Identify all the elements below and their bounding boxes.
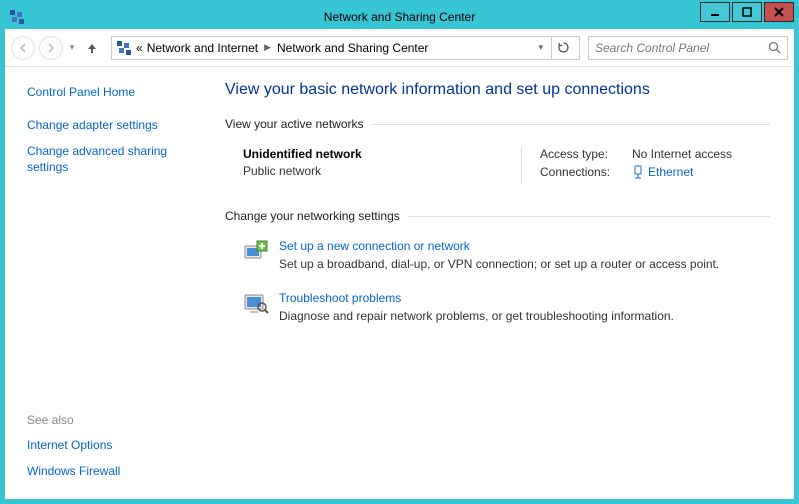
page-title: View your basic network information and … xyxy=(225,81,770,99)
maximize-button[interactable] xyxy=(732,2,762,22)
see-also-heading: See also xyxy=(27,413,205,427)
window-frame: Network and Sharing Center ▾ « xyxy=(0,0,799,504)
search-icon xyxy=(768,41,781,54)
sidebar-item-adapter-settings[interactable]: Change adapter settings xyxy=(27,117,205,133)
main-panel: View your basic network information and … xyxy=(215,67,794,499)
task-desc: Diagnose and repair network problems, or… xyxy=(279,309,674,323)
sidebar: Control Panel Home Change adapter settin… xyxy=(5,67,215,499)
see-also-internet-options[interactable]: Internet Options xyxy=(27,437,205,453)
network-name: Unidentified network xyxy=(243,147,517,161)
content-body: Control Panel Home Change adapter settin… xyxy=(5,67,794,499)
refresh-button[interactable] xyxy=(551,36,575,60)
section-divider xyxy=(408,216,770,217)
forward-button[interactable] xyxy=(39,36,63,60)
task-setup-connection: Set up a new connection or network Set u… xyxy=(225,233,770,285)
client-area: ▾ « Network and Internet ▶ Network and S… xyxy=(5,29,794,499)
task-troubleshoot: Troubleshoot problems Diagnose and repai… xyxy=(225,285,770,337)
address-bar[interactable]: « Network and Internet ▶ Network and Sha… xyxy=(111,36,580,60)
address-dropdown-icon[interactable]: ▾ xyxy=(538,42,543,53)
see-also-windows-firewall[interactable]: Windows Firewall xyxy=(27,463,205,479)
titlebar[interactable]: Network and Sharing Center xyxy=(5,5,794,29)
networking-settings-heading: Change your networking settings xyxy=(225,209,770,223)
setup-connection-icon xyxy=(243,239,269,265)
location-icon xyxy=(116,40,132,56)
breadcrumb-prefix[interactable]: « xyxy=(136,41,143,55)
window-title: Network and Sharing Center xyxy=(5,10,794,24)
vertical-divider xyxy=(521,147,522,183)
network-category: Public network xyxy=(243,164,517,178)
control-panel-home-link[interactable]: Control Panel Home xyxy=(27,85,205,99)
back-button[interactable] xyxy=(11,36,35,60)
navbar: ▾ « Network and Internet ▶ Network and S… xyxy=(5,29,794,67)
network-details: Access type: No Internet access Connecti… xyxy=(540,147,770,183)
close-button[interactable] xyxy=(764,2,794,22)
sidebar-item-advanced-sharing[interactable]: Change advanced sharing settings xyxy=(27,143,205,175)
search-box[interactable] xyxy=(588,36,788,60)
network-identity: Unidentified network Public network xyxy=(243,147,517,183)
task-link-troubleshoot[interactable]: Troubleshoot problems xyxy=(279,291,674,305)
window-controls xyxy=(700,2,794,22)
section-label: Change your networking settings xyxy=(225,209,400,223)
task-desc: Set up a broadband, dial-up, or VPN conn… xyxy=(279,257,719,271)
active-network-block: Unidentified network Public network Acce… xyxy=(225,141,770,209)
access-type-value: No Internet access xyxy=(632,147,732,161)
section-divider xyxy=(372,124,770,125)
troubleshoot-icon xyxy=(243,291,269,317)
breadcrumb-item[interactable]: Network and Sharing Center xyxy=(277,41,428,55)
task-link-setup-connection[interactable]: Set up a new connection or network xyxy=(279,239,719,253)
search-input[interactable] xyxy=(595,41,768,55)
active-networks-heading: View your active networks xyxy=(225,117,770,131)
minimize-button[interactable] xyxy=(700,2,730,22)
connections-label: Connections: xyxy=(540,165,632,179)
connection-link-ethernet[interactable]: Ethernet xyxy=(648,165,693,179)
recent-locations-dropdown[interactable]: ▾ xyxy=(67,42,77,53)
breadcrumb-item[interactable]: Network and Internet xyxy=(147,41,258,55)
ethernet-icon xyxy=(632,165,644,179)
up-button[interactable] xyxy=(81,37,103,59)
breadcrumb-chevron-icon[interactable]: ▶ xyxy=(262,42,273,53)
access-type-label: Access type: xyxy=(540,147,632,161)
section-label: View your active networks xyxy=(225,117,364,131)
